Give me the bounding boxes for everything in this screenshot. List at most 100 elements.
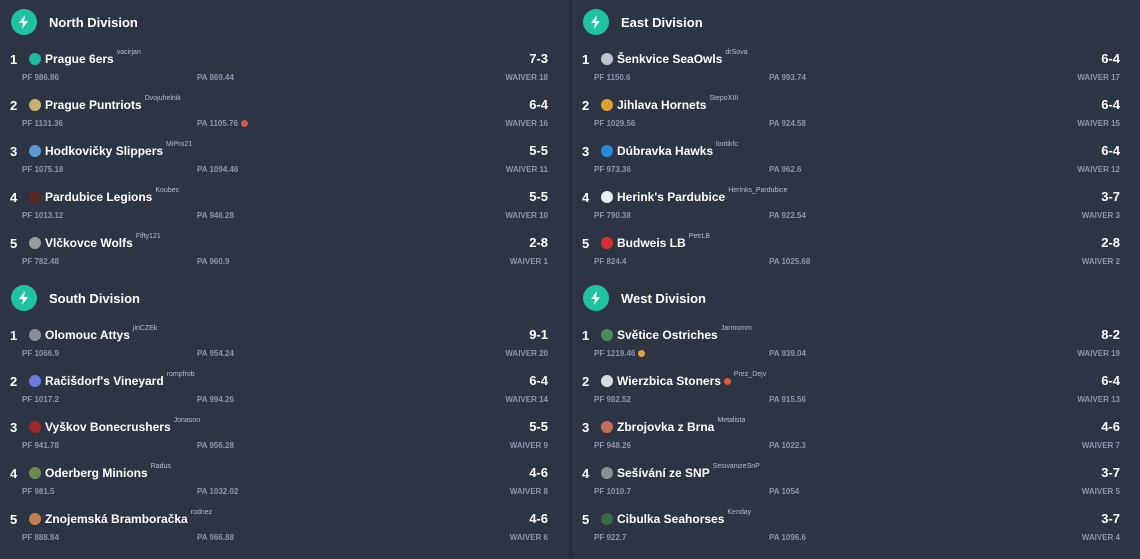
owner-name[interactable]: Radus [150,463,171,470]
points-against: PA 960.9 [197,257,229,266]
team-avatar [29,329,41,341]
owner-name[interactable]: jiriCZEk [132,325,158,332]
team-row[interactable]: 1 Prague 6ers vacirjan 7-3 PF 986.86 PA 8… [0,49,568,99]
team-name[interactable]: Wierzbica Stoners [617,374,721,388]
points-for: PF 1075.18 [22,165,63,174]
team-name[interactable]: Oderberg Minions [45,466,148,480]
waiver-position: WAIVER 7 [1081,441,1120,450]
team-name[interactable]: Dúbravka Hawks [617,144,714,158]
owner-name[interactable]: Fifty121 [135,233,161,240]
owner-name[interactable]: rompfrob [166,371,195,378]
team-name-line: Jihlava Hornets StepoXIII [617,95,739,112]
owner-name[interactable]: Jarmomm [720,325,752,332]
points-for-value: PF 1150.6 [594,73,631,82]
waiver-position: WAIVER 19 [1077,349,1120,358]
team-row[interactable]: 2 Prague Puntriots Dvojuhelnik 6-4 PF 113… [0,95,568,145]
owner-name[interactable]: Kenday [727,509,752,516]
team-rank: 5 [10,236,18,251]
team-name[interactable]: Hodkovičky Slippers [45,144,164,158]
team-row[interactable]: 5 Cibulka Seahorses Kenday 3-7 PF 922.7 P… [572,509,1140,559]
waiver-position: WAIVER 15 [1077,119,1120,128]
owner-name[interactable]: Koubec [155,187,180,194]
owner-name[interactable]: Herinks_Pardubice [728,187,788,194]
team-avatar [29,237,41,249]
points-against-value: PA 960.9 [197,257,230,266]
team-name[interactable]: Olomouc Attys [45,328,130,342]
owner-name[interactable]: StepoXIII [709,95,739,102]
team-name[interactable]: Prague Puntriots [45,98,142,112]
team-row[interactable]: 4 Oderberg Minions Radus 4-6 PF 981.5 PA … [0,463,568,513]
points-for: PF 948.26 [594,441,631,450]
team-row[interactable]: 2 Jihlava Hornets StepoXIII 6-4 PF 1029.5… [572,95,1140,145]
owner-name[interactable]: lootikfc [716,141,738,148]
team-name-line: Znojemská Bramboračka rodnez [45,509,213,526]
owner-name[interactable]: rodnez [190,509,213,516]
owner-name[interactable]: Jonason [173,417,201,424]
team-rank: 2 [10,98,18,113]
points-for-value: PF 982.52 [594,395,631,404]
team-row[interactable]: 2 Wierzbica Stoners Prez_Dejv 6-4 PF 982.… [572,371,1140,421]
team-rank: 4 [582,466,590,481]
team-name[interactable]: Jihlava Hornets [617,98,707,112]
team-row[interactable]: 5 Budweis LB PetrLB 2-8 PF 824.4 PA 1025.… [572,233,1140,283]
team-record: 6-4 [1101,51,1120,66]
points-for: PF 1013.12 [22,211,63,220]
owner-name[interactable]: Prez_Dejv [733,371,767,378]
points-against-value: PA 924.58 [769,119,806,128]
points-for-value: PF 888.84 [22,533,59,542]
team-record: 6-4 [1101,97,1120,112]
team-name[interactable]: Světice Ostriches [617,328,718,342]
points-against-value: PA 993.74 [769,73,806,82]
team-row[interactable]: 3 Hodkovičky Slippers MiPro21 5-5 PF 1075… [0,141,568,191]
team-row[interactable]: 4 Sešívání ze SNP SesivanizeSnP 3-7 PF 10… [572,463,1140,513]
badge-emoji-icon [723,378,731,386]
team-record: 8-2 [1101,327,1120,342]
owner-name[interactable]: Metalista [717,417,746,424]
team-row[interactable]: 1 Šenkvice SeaOwls drSova 6-4 PF 1150.6 P… [572,49,1140,99]
team-row[interactable]: 5 Znojemská Bramboračka rodnez 4-6 PF 888… [0,509,568,559]
owner-name[interactable]: drSova [725,49,748,56]
waiver-position: WAIVER 5 [1081,487,1120,496]
team-name[interactable]: Šenkvice SeaOwls [617,52,723,66]
team-row[interactable]: 1 Olomouc Attys jiriCZEk 9-1 PF 1066.9 PA… [0,325,568,375]
team-name[interactable]: Sešívání ze SNP [617,466,710,480]
team-name[interactable]: Znojemská Bramboračka [45,512,188,526]
team-name[interactable]: Račišdorf's Vineyard [45,374,164,388]
owner-name[interactable]: PetrLB [688,233,711,240]
team-row[interactable]: 3 Vyškov Bonecrushers Jonason 5-5 PF 941.… [0,417,568,467]
team-row[interactable]: 5 Vlčkovce Wolfs Fifty121 2-8 PF 782.48 P… [0,233,568,283]
team-row[interactable]: 1 Světice Ostriches Jarmomm 8-2 PF 1219.4… [572,325,1140,375]
team-name[interactable]: Prague 6ers [45,52,114,66]
waiver-position: WAIVER 9 [509,441,548,450]
owner-name[interactable]: SesivanizeSnP [712,463,760,470]
team-name[interactable]: Budweis LB [617,236,686,250]
team-avatar [601,375,613,387]
team-avatar [601,421,613,433]
points-against: PA 1032.02 [197,487,238,496]
team-rank: 4 [10,466,18,481]
team-row[interactable]: 3 Zbrojovka z Brna Metalista 4-6 PF 948.2… [572,417,1140,467]
team-name[interactable]: Vlčkovce Wolfs [45,236,133,250]
points-for-value: PF 790.38 [594,211,631,220]
team-name[interactable]: Cibulka Seahorses [617,512,725,526]
team-name[interactable]: Zbrojovka z Brna [617,420,715,434]
team-row[interactable]: 2 Račišdorf's Vineyard rompfrob 6-4 PF 10… [0,371,568,421]
waiver-position: WAIVER 2 [1081,257,1120,266]
owner-name[interactable]: vacirjan [116,49,141,56]
team-row[interactable]: 3 Dúbravka Hawks lootikfc 6-4 PF 973.36 P… [572,141,1140,191]
team-record: 4-6 [529,465,548,480]
team-record: 7-3 [529,51,548,66]
lightning-bolt-icon [11,285,37,311]
team-name[interactable]: Pardubice Legions [45,190,153,204]
team-row[interactable]: 4 Herink's Pardubice Herinks_Pardubice 3-… [572,187,1140,237]
team-record: 2-8 [529,235,548,250]
team-name[interactable]: Vyškov Bonecrushers [45,420,171,434]
points-for: PF 824.4 [594,257,626,266]
team-name[interactable]: Herink's Pardubice [617,190,726,204]
owner-name[interactable]: MiPro21 [166,141,193,148]
team-avatar [601,237,613,249]
team-record: 5-5 [529,143,548,158]
team-row[interactable]: 4 Pardubice Legions Koubec 5-5 PF 1013.12… [0,187,568,237]
team-name-line: Hodkovičky Slippers MiPro21 [45,141,193,158]
owner-name[interactable]: Dvojuhelnik [144,95,181,102]
